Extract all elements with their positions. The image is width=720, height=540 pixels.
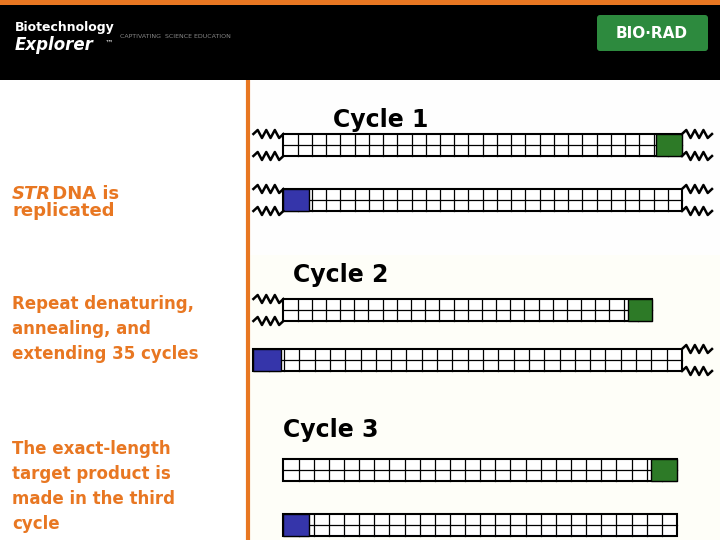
Bar (284, 299, 652, 321)
Text: Cycle 3: Cycle 3 (284, 418, 379, 442)
Bar (284, 459, 677, 481)
FancyBboxPatch shape (597, 15, 708, 51)
Bar (284, 189, 310, 211)
Bar (284, 514, 677, 536)
Text: The exact-length
target product is
made in the third
cycle: The exact-length target product is made … (12, 440, 175, 533)
Text: replicated: replicated (12, 202, 114, 220)
Bar (248, 80, 720, 255)
Bar (284, 514, 309, 536)
Bar (284, 134, 682, 156)
Bar (253, 349, 682, 371)
Bar (0, 0, 720, 5)
Bar (652, 459, 677, 481)
Bar (656, 134, 682, 156)
Text: Repeat denaturing,
annealing, and
extending 35 cycles: Repeat denaturing, annealing, and extend… (12, 295, 199, 363)
Text: BIO·RAD: BIO·RAD (616, 25, 688, 40)
Text: DNA is: DNA is (46, 185, 119, 203)
Text: Explorer: Explorer (15, 36, 94, 54)
Text: Cycle 1: Cycle 1 (333, 108, 429, 132)
Bar (0, 0, 720, 80)
Bar (248, 410, 720, 540)
Text: ™: ™ (105, 38, 113, 48)
Text: CAPTIVATING  SCIENCE EDUCATION: CAPTIVATING SCIENCE EDUCATION (120, 33, 231, 38)
Bar (284, 189, 682, 211)
Text: Cycle 2: Cycle 2 (294, 263, 389, 287)
Text: Biotechnology: Biotechnology (15, 22, 114, 35)
Bar (248, 255, 720, 410)
Bar (253, 349, 282, 371)
Bar (628, 299, 652, 321)
Text: STR: STR (12, 185, 51, 203)
